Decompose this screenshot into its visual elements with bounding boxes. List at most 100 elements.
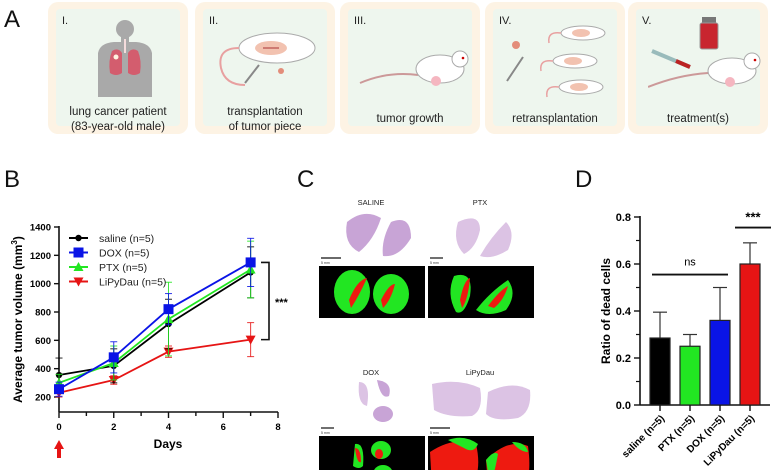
- tumor-volume-line-chart: 200 400 600 800 1000 1200 1400 0 2 4 6 8 Days Average…: [10, 223, 289, 458]
- series-PTX: [54, 240, 256, 392]
- panel-c-letter: C: [297, 166, 315, 193]
- step-caption: tumor growth: [376, 113, 444, 125]
- point-marker: [73, 262, 84, 271]
- series-line: [58, 338, 251, 394]
- step-number: V.: [642, 15, 652, 27]
- step-card-inner: I. lung cancer patient (83-year-old male): [56, 9, 180, 133]
- series-DOX: [54, 237, 256, 397]
- histology-ptx: PTX 5 mm: [428, 198, 534, 318]
- mouse-tumor-icon: [358, 31, 478, 96]
- y-axis-label-text: Average tumor volume (mm: [11, 245, 25, 403]
- bar-LiPyDau: [739, 263, 761, 406]
- step-caption: retransplantation: [512, 113, 598, 125]
- stain-section: [346, 213, 381, 252]
- stain-section: [432, 381, 481, 417]
- step-card-5: V. treatment(s): [628, 2, 768, 134]
- viable-region: [448, 437, 478, 451]
- legend-label: saline (n=5): [99, 233, 154, 245]
- step-caption: (83-year-old male): [71, 121, 165, 133]
- stain-section: [373, 406, 393, 422]
- significance-label: ***: [275, 297, 289, 309]
- legend-item-DOX: DOX (n=5): [69, 247, 149, 260]
- x-tick-label: 0: [56, 422, 61, 433]
- scale-bar-label: 5 mm: [321, 431, 330, 435]
- stain-section: [456, 218, 480, 254]
- point-marker: [73, 247, 84, 258]
- stain-section: [480, 222, 512, 258]
- ns-label: ns: [684, 257, 696, 269]
- histology-dox: DOX 5 mm: [319, 368, 425, 470]
- x-tick-label: 4: [166, 422, 172, 433]
- necrotic-region: [375, 449, 383, 459]
- syringe-vial-mouse-icon: [647, 15, 768, 100]
- y-axis-label-sup: 3: [10, 240, 19, 245]
- significance-bracket: [261, 261, 270, 341]
- stain-section: [382, 220, 411, 257]
- step-caption: treatment(s): [667, 113, 729, 125]
- histology-label: LiPyDau: [466, 368, 494, 377]
- panel-d-letter: D: [575, 166, 593, 193]
- viable-region: [476, 280, 513, 314]
- series-line: [58, 261, 252, 390]
- y-axis-label-end: ): [11, 236, 25, 240]
- step-number: IV.: [499, 15, 512, 27]
- dead-cells-bar-chart: 0.0 0.2 0.4 0.6 0.8 Ratio of dead cells saline…: [599, 210, 771, 468]
- y-tick-label: 0.4: [616, 306, 632, 318]
- necrotic-region: [460, 278, 470, 308]
- x-tick-label: saline (n=5): [620, 413, 667, 460]
- histology-lipydau: LiPyDau 5 mm: [428, 368, 534, 470]
- panel-a-letter: A: [4, 6, 21, 33]
- legend-label: LiPyDau (n=5): [99, 277, 166, 289]
- step-number: I.: [62, 15, 69, 27]
- step-card-3: III. tumor growth: [340, 2, 480, 134]
- bar-DOX: [709, 319, 731, 406]
- y-tick-label: 400: [35, 364, 51, 375]
- histology-panel: SALINE 5 mm PTX 5 mm DOX 5 mm LiPyDau 5 mm: [319, 198, 534, 470]
- histology-label: SALINE: [358, 198, 385, 207]
- scale-bar-label: 5 mm: [430, 261, 439, 265]
- step-card-2: II. transplantation of tumor piece: [195, 2, 335, 134]
- stain-section: [377, 380, 390, 397]
- viable-region: [374, 465, 392, 470]
- step-number: III.: [354, 15, 367, 27]
- y-tick-label: 800: [35, 308, 51, 319]
- step-card-4: IV. retransplantation: [485, 2, 625, 134]
- viable-region: [512, 442, 528, 452]
- y-tick-label: 0.0: [616, 400, 631, 412]
- necrotic-region: [381, 284, 395, 308]
- legend-item-PTX: PTX (n=5): [69, 262, 147, 274]
- necrotic-region: [486, 443, 530, 470]
- step-card-inner: II. transplantation of tumor piece: [203, 9, 330, 133]
- mouse-surgery-icon: [215, 23, 330, 98]
- y-axis-label: Average tumor volume (mm3): [10, 236, 25, 403]
- legend-item-LiPyDau: LiPyDau (n=5): [69, 277, 166, 289]
- necrotic-region: [488, 286, 508, 308]
- y-tick-label: 1200: [30, 251, 51, 262]
- viable-region: [486, 452, 498, 470]
- legend-item-saline: saline (n=5): [69, 233, 154, 245]
- point-marker: [108, 352, 119, 363]
- x-tick-label: 2: [111, 422, 116, 433]
- scale-bar-label: 5 mm: [321, 261, 330, 265]
- y-tick-label: 600: [35, 336, 51, 347]
- point-marker: [73, 277, 84, 287]
- point-marker: [245, 335, 256, 345]
- x-tick-label: 6: [221, 422, 226, 433]
- histology-label: DOX: [363, 368, 379, 377]
- y-tick-label: 1000: [30, 279, 51, 290]
- step-caption: of tumor piece: [228, 121, 302, 133]
- stain-section: [486, 385, 531, 420]
- y-tick-label: 0.2: [616, 353, 631, 365]
- point-marker: [163, 304, 174, 315]
- point-marker: [54, 384, 64, 395]
- step-caption: lung cancer patient: [69, 106, 167, 118]
- x-tick-label: 8: [275, 422, 280, 433]
- treatment-arrow-icon: [54, 440, 64, 458]
- human-lungs-icon: [90, 17, 160, 102]
- point-marker: [75, 234, 82, 242]
- x-axis-label: Days: [154, 437, 183, 451]
- y-tick-label: 200: [35, 393, 51, 404]
- significance-label: ***: [745, 210, 761, 225]
- necrotic-region: [349, 278, 367, 308]
- histology-label: PTX: [473, 198, 488, 207]
